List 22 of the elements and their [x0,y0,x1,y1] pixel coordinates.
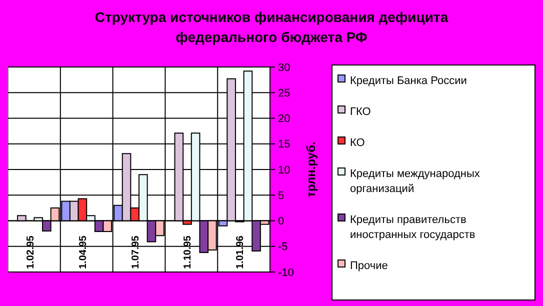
x-tick-label: 1.04.95 [78,235,89,269]
legend-label: Кредиты международных организаций [350,168,480,195]
y-tick-label: 5 [278,190,284,202]
y-tick-label: -5 [278,241,288,254]
legend-label: Кредиты правительств иностранных государств [350,214,476,241]
legend-label: Кредиты Банка России [350,74,467,87]
y-tick-label: 25 [278,87,290,100]
legend-label: КО [350,136,366,149]
y-tick-label: 30 [278,62,290,74]
y-tick-label: 0 [278,216,284,228]
x-tick-label: 1.10.95 [182,235,194,269]
y-tick-label: 10 [278,164,290,176]
y-tick-label: -10 [278,266,294,279]
y-tick-label: 15 [278,138,290,151]
x-tick-label: 1.02.95 [26,235,37,269]
chart-title: Структура источников финансирования дефицита федерального бюджета РФ [94,9,448,45]
x-tick-label: 1.01.96 [235,235,246,269]
legend-label: Прочие [350,260,388,272]
x-tick-label: 1.07.95 [130,235,142,269]
y-axis-title: трлн.руб. [304,142,318,198]
y-tick-label: 20 [278,113,290,126]
legend-label: ГКО [350,106,372,118]
